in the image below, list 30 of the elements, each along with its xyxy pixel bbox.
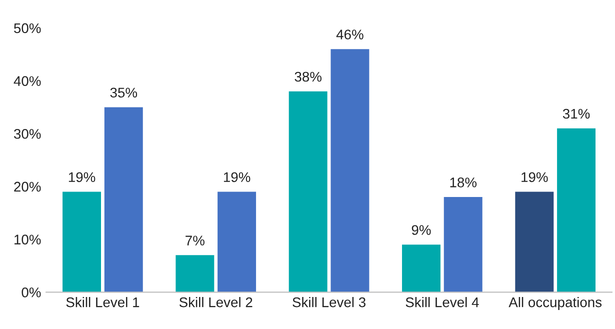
data-label: 18% xyxy=(450,178,477,188)
y-tick-label: 20% xyxy=(14,182,41,192)
data-label: 19% xyxy=(522,172,548,182)
bar xyxy=(515,192,554,292)
bar xyxy=(330,49,370,292)
x-tick-label: Skill Level 4 xyxy=(406,297,479,308)
x-tick-label: Skill Level 1 xyxy=(66,297,140,308)
y-tick-label: 50% xyxy=(14,23,41,34)
data-label: 46% xyxy=(336,30,364,40)
x-tick-label: Skill Level 2 xyxy=(179,297,252,308)
data-label: 31% xyxy=(562,108,590,119)
y-tick-label: 0% xyxy=(22,287,41,298)
bar xyxy=(402,244,440,292)
x-tick-label: Skill Level 3 xyxy=(292,297,366,308)
data-label: 9% xyxy=(412,225,431,235)
bar xyxy=(444,197,482,292)
data-label: 19% xyxy=(224,172,250,182)
x-tick-label: All occupations xyxy=(508,297,602,310)
bar xyxy=(176,255,214,292)
bar xyxy=(218,192,256,292)
data-label: 7% xyxy=(186,236,204,246)
data-label: 38% xyxy=(294,72,322,82)
y-tick-label: 30% xyxy=(14,128,41,139)
y-tick-label: 10% xyxy=(14,234,41,244)
bar xyxy=(62,192,102,292)
data-label: 35% xyxy=(110,88,138,98)
bar xyxy=(288,91,328,292)
y-tick-label: 40% xyxy=(14,76,41,86)
data-label: 19% xyxy=(68,172,96,182)
bar xyxy=(104,107,143,292)
